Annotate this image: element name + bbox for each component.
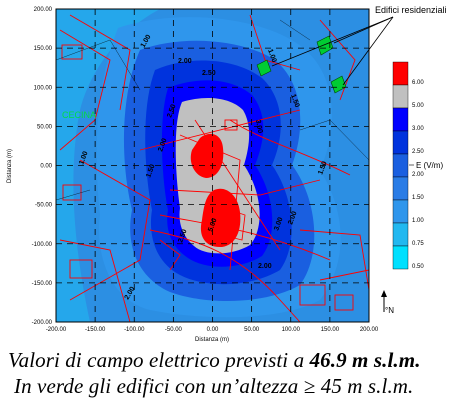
contour-peak-north (190, 133, 224, 178)
svg-text:3.00: 3.00 (273, 216, 284, 231)
y-tick-label: 0.00 (40, 164, 52, 170)
legend-value-label: 0.50 (412, 264, 424, 270)
urban-overlay (59, 14, 369, 322)
x-tick-label: -50.00 (165, 327, 183, 333)
x-tick-label: 0.00 (207, 327, 219, 333)
y-tick-label: -50.00 (35, 203, 53, 209)
svg-text:2.00: 2.00 (157, 137, 168, 152)
svg-text:1.50: 1.50 (317, 160, 328, 175)
svg-text:1.00: 1.00 (78, 150, 89, 165)
x-tick-label: 150.00 (321, 327, 340, 333)
caption-line-1: Valori di campo elettrico previsti a 46.… (8, 348, 421, 373)
north-arrow: °N (381, 290, 394, 315)
y-tick-label: -100.00 (32, 242, 53, 248)
legend-value-label: 2.00 (412, 172, 424, 178)
legend-swatch (392, 61, 409, 86)
svg-text:5.00: 5.00 (207, 217, 218, 232)
caption-line-1-prefix: Valori di campo elettrico previsti a (8, 348, 305, 372)
legend-swatch (392, 153, 409, 178)
legend-value-label: 5.00 (412, 103, 424, 109)
svg-text:2.50: 2.50 (177, 228, 188, 243)
svg-text:2.00: 2.00 (258, 263, 272, 270)
legend-swatch (392, 84, 409, 109)
legend-value-label: 1.50 (412, 195, 424, 201)
x-tick-label: 50.00 (244, 327, 260, 333)
color-legend: 6.00 5.00 3.00 2.50 2.00 1.50 1.00 0.75 0.50 E (… (392, 61, 443, 270)
caption-line-2: In verde gli edifici con un’altezza ≥ 45… (14, 374, 414, 398)
legend-swatch (392, 107, 409, 132)
legend-swatch (392, 199, 409, 224)
svg-text:1.00: 1.00 (266, 48, 277, 63)
residential-buildings (256, 35, 347, 94)
y-tick-label: 150.00 (34, 46, 53, 52)
svg-text:1.50: 1.50 (145, 163, 156, 178)
north-label: °N (385, 306, 394, 315)
buildings-callout: Edifici residenziali (271, 5, 447, 86)
svg-text:1.50: 1.50 (289, 93, 300, 108)
legend-swatch (392, 222, 409, 247)
area-label-cecina: CECINA (62, 110, 96, 120)
x-tick-label: -150.00 (85, 327, 106, 333)
y-tick-label: 50.00 (37, 124, 53, 130)
dashed-grid (56, 9, 369, 322)
legend-swatch (392, 245, 409, 270)
legend-value-label: 2.50 (412, 149, 424, 155)
contour-plot: 1.00 2.00 2.50 1.00 1.50 3.00 2.50 2.00 … (56, 9, 369, 322)
y-tick-label: -200.00 (32, 320, 53, 326)
legend-title: E (V/m) (416, 161, 443, 170)
x-tick-label: -200.00 (46, 327, 67, 333)
buildings-callout-label: Edifici residenziali (375, 5, 447, 15)
legend-swatch (392, 176, 409, 201)
electric-field-map: 1.00 2.00 2.50 1.00 1.50 3.00 2.50 2.00 … (7, 5, 447, 343)
x-tick-label: 100.00 (282, 327, 301, 333)
svg-text:2.50: 2.50 (202, 70, 216, 77)
x-tick-label: 200.00 (360, 327, 379, 333)
x-axis: -200.00 -150.00 -100.00 -50.00 0.00 50.00 100.… (46, 327, 379, 343)
y-tick-label: 200.00 (34, 7, 53, 13)
contour-labels: 1.00 2.00 2.50 1.00 1.50 3.00 2.50 2.00 … (78, 34, 328, 301)
x-axis-label: Distanza (m) (195, 337, 229, 343)
legend-value-label: 0.75 (412, 241, 424, 247)
legend-value-label: 6.00 (412, 80, 424, 86)
legend-swatch (392, 130, 409, 155)
svg-text:2.00: 2.00 (178, 58, 192, 65)
plot-frame (55, 8, 370, 323)
y-tick-label: 100.00 (34, 85, 53, 91)
building-2 (256, 59, 272, 77)
legend-value-label: 3.00 (412, 126, 424, 132)
svg-text:2.50: 2.50 (166, 103, 177, 118)
legend-value-label: 1.00 (412, 218, 424, 224)
caption-altitude-value: 46.9 m s.l.m. (309, 348, 421, 372)
x-tick-label: -100.00 (124, 327, 145, 333)
svg-text:2.00: 2.00 (287, 210, 298, 225)
y-axis: 200.00 150.00 100.00 50.00 0.00 -50.00 -100.00… (7, 7, 53, 326)
y-axis-label: Distanza (m) (7, 149, 13, 183)
y-tick-label: -150.00 (32, 281, 53, 287)
north-arrow-icon (381, 290, 387, 297)
